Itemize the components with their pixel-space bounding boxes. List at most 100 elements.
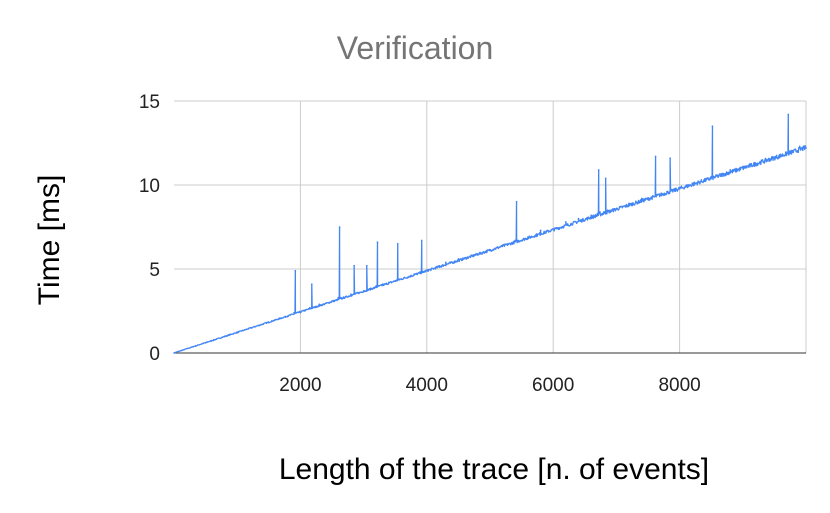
data-point [640, 197, 643, 200]
data-point [787, 113, 790, 116]
data-point [353, 264, 355, 267]
y-axis-title: Time [ms] [33, 175, 66, 306]
data-point [596, 212, 599, 215]
data-point [515, 201, 518, 203]
data-point [375, 285, 378, 287]
data-point [672, 189, 675, 191]
data-point [420, 239, 423, 242]
gridlines [174, 100, 807, 353]
x-tick-label: 8000 [658, 375, 700, 396]
data-point [805, 147, 807, 149]
x-axis-title: Length of the trace [n. of events] [279, 453, 709, 486]
data-point [711, 125, 714, 127]
data-point [767, 159, 769, 161]
data-point [786, 152, 788, 154]
data-point [400, 278, 403, 280]
data-point [293, 311, 295, 314]
data-point [742, 165, 744, 168]
data-point [602, 211, 605, 213]
data-point [381, 283, 384, 285]
data-point [508, 243, 510, 245]
data-point [514, 239, 517, 242]
data-point [422, 271, 424, 274]
chart-title: Verification [337, 30, 494, 66]
data-point [597, 169, 600, 171]
data-point [489, 249, 491, 252]
data-point [501, 244, 504, 247]
data-point [204, 342, 207, 344]
data-point [669, 157, 671, 159]
y-tick-label: 5 [149, 260, 160, 281]
data-point [604, 177, 607, 180]
data-point [678, 187, 681, 190]
data-point [310, 283, 313, 285]
data-point [398, 278, 400, 280]
data-point [539, 229, 542, 232]
data-point [356, 291, 359, 294]
data-point [331, 300, 333, 302]
y-tick-label: 0 [149, 344, 160, 365]
data-point [309, 306, 311, 309]
x-tick-label: 6000 [532, 375, 574, 396]
data-point [394, 279, 397, 282]
data-point [338, 226, 341, 228]
data-point [653, 195, 656, 198]
x-tick-label: 2000 [279, 375, 321, 396]
tick-labels: 0 5 10 15 2000 4000 6000 8000 [139, 92, 701, 396]
data-point [236, 332, 238, 334]
data-point [419, 271, 422, 274]
data-point [377, 285, 380, 287]
data-point [350, 293, 352, 296]
data-point [552, 227, 554, 230]
data-point [426, 269, 428, 272]
data-point [173, 352, 175, 354]
data-point [599, 211, 601, 213]
data-point [376, 241, 379, 243]
data-point [444, 261, 447, 264]
data-point [294, 269, 297, 272]
data-point [654, 155, 657, 158]
data-point [340, 296, 342, 299]
data-point [362, 290, 365, 292]
data-point [517, 239, 519, 242]
data-point [438, 264, 441, 267]
data-point [457, 258, 460, 260]
data-point [337, 296, 340, 299]
data-point [754, 162, 757, 164]
x-tick-label: 4000 [406, 375, 448, 396]
data-point [268, 321, 270, 324]
data-point [295, 311, 298, 314]
data-point [691, 182, 694, 185]
data-point [565, 221, 567, 223]
data-point [318, 303, 321, 306]
data-point [365, 264, 368, 267]
data-point [606, 209, 609, 211]
data-point [729, 169, 731, 171]
data-point [712, 175, 715, 178]
data-point [286, 315, 289, 317]
data-point [704, 179, 706, 181]
data-point [396, 243, 399, 245]
data-point [666, 190, 668, 193]
data-point [788, 150, 791, 153]
data-point [710, 175, 712, 178]
data-point [590, 214, 592, 217]
data-point [476, 253, 479, 255]
series-layer [173, 113, 807, 354]
data-point [388, 281, 390, 284]
y-tick-label: 15 [139, 92, 160, 113]
data-point [792, 150, 795, 153]
y-tick-label: 10 [139, 176, 160, 197]
data-point [628, 202, 630, 205]
data-point [413, 273, 415, 275]
data-point [798, 145, 801, 148]
series-line [173, 113, 807, 354]
data-point [299, 311, 302, 314]
data-point [656, 194, 658, 196]
data-point [527, 236, 529, 238]
data-point [615, 207, 618, 210]
data-point [779, 153, 782, 156]
data-point [369, 288, 371, 290]
data-point [577, 217, 580, 220]
